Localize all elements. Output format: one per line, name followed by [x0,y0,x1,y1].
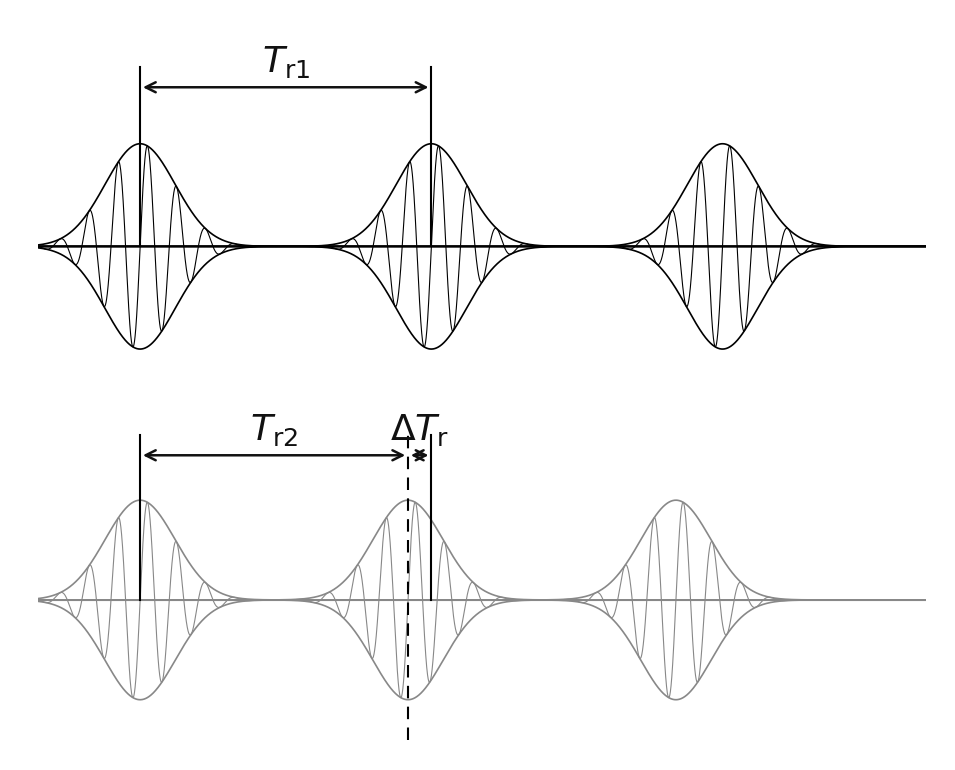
Text: $T_{\mathrm{r1}}$: $T_{\mathrm{r1}}$ [262,44,309,80]
Text: $\Delta T_{\mathrm{r}}$: $\Delta T_{\mathrm{r}}$ [391,412,449,448]
Text: $T_{\mathrm{r2}}$: $T_{\mathrm{r2}}$ [250,412,298,448]
